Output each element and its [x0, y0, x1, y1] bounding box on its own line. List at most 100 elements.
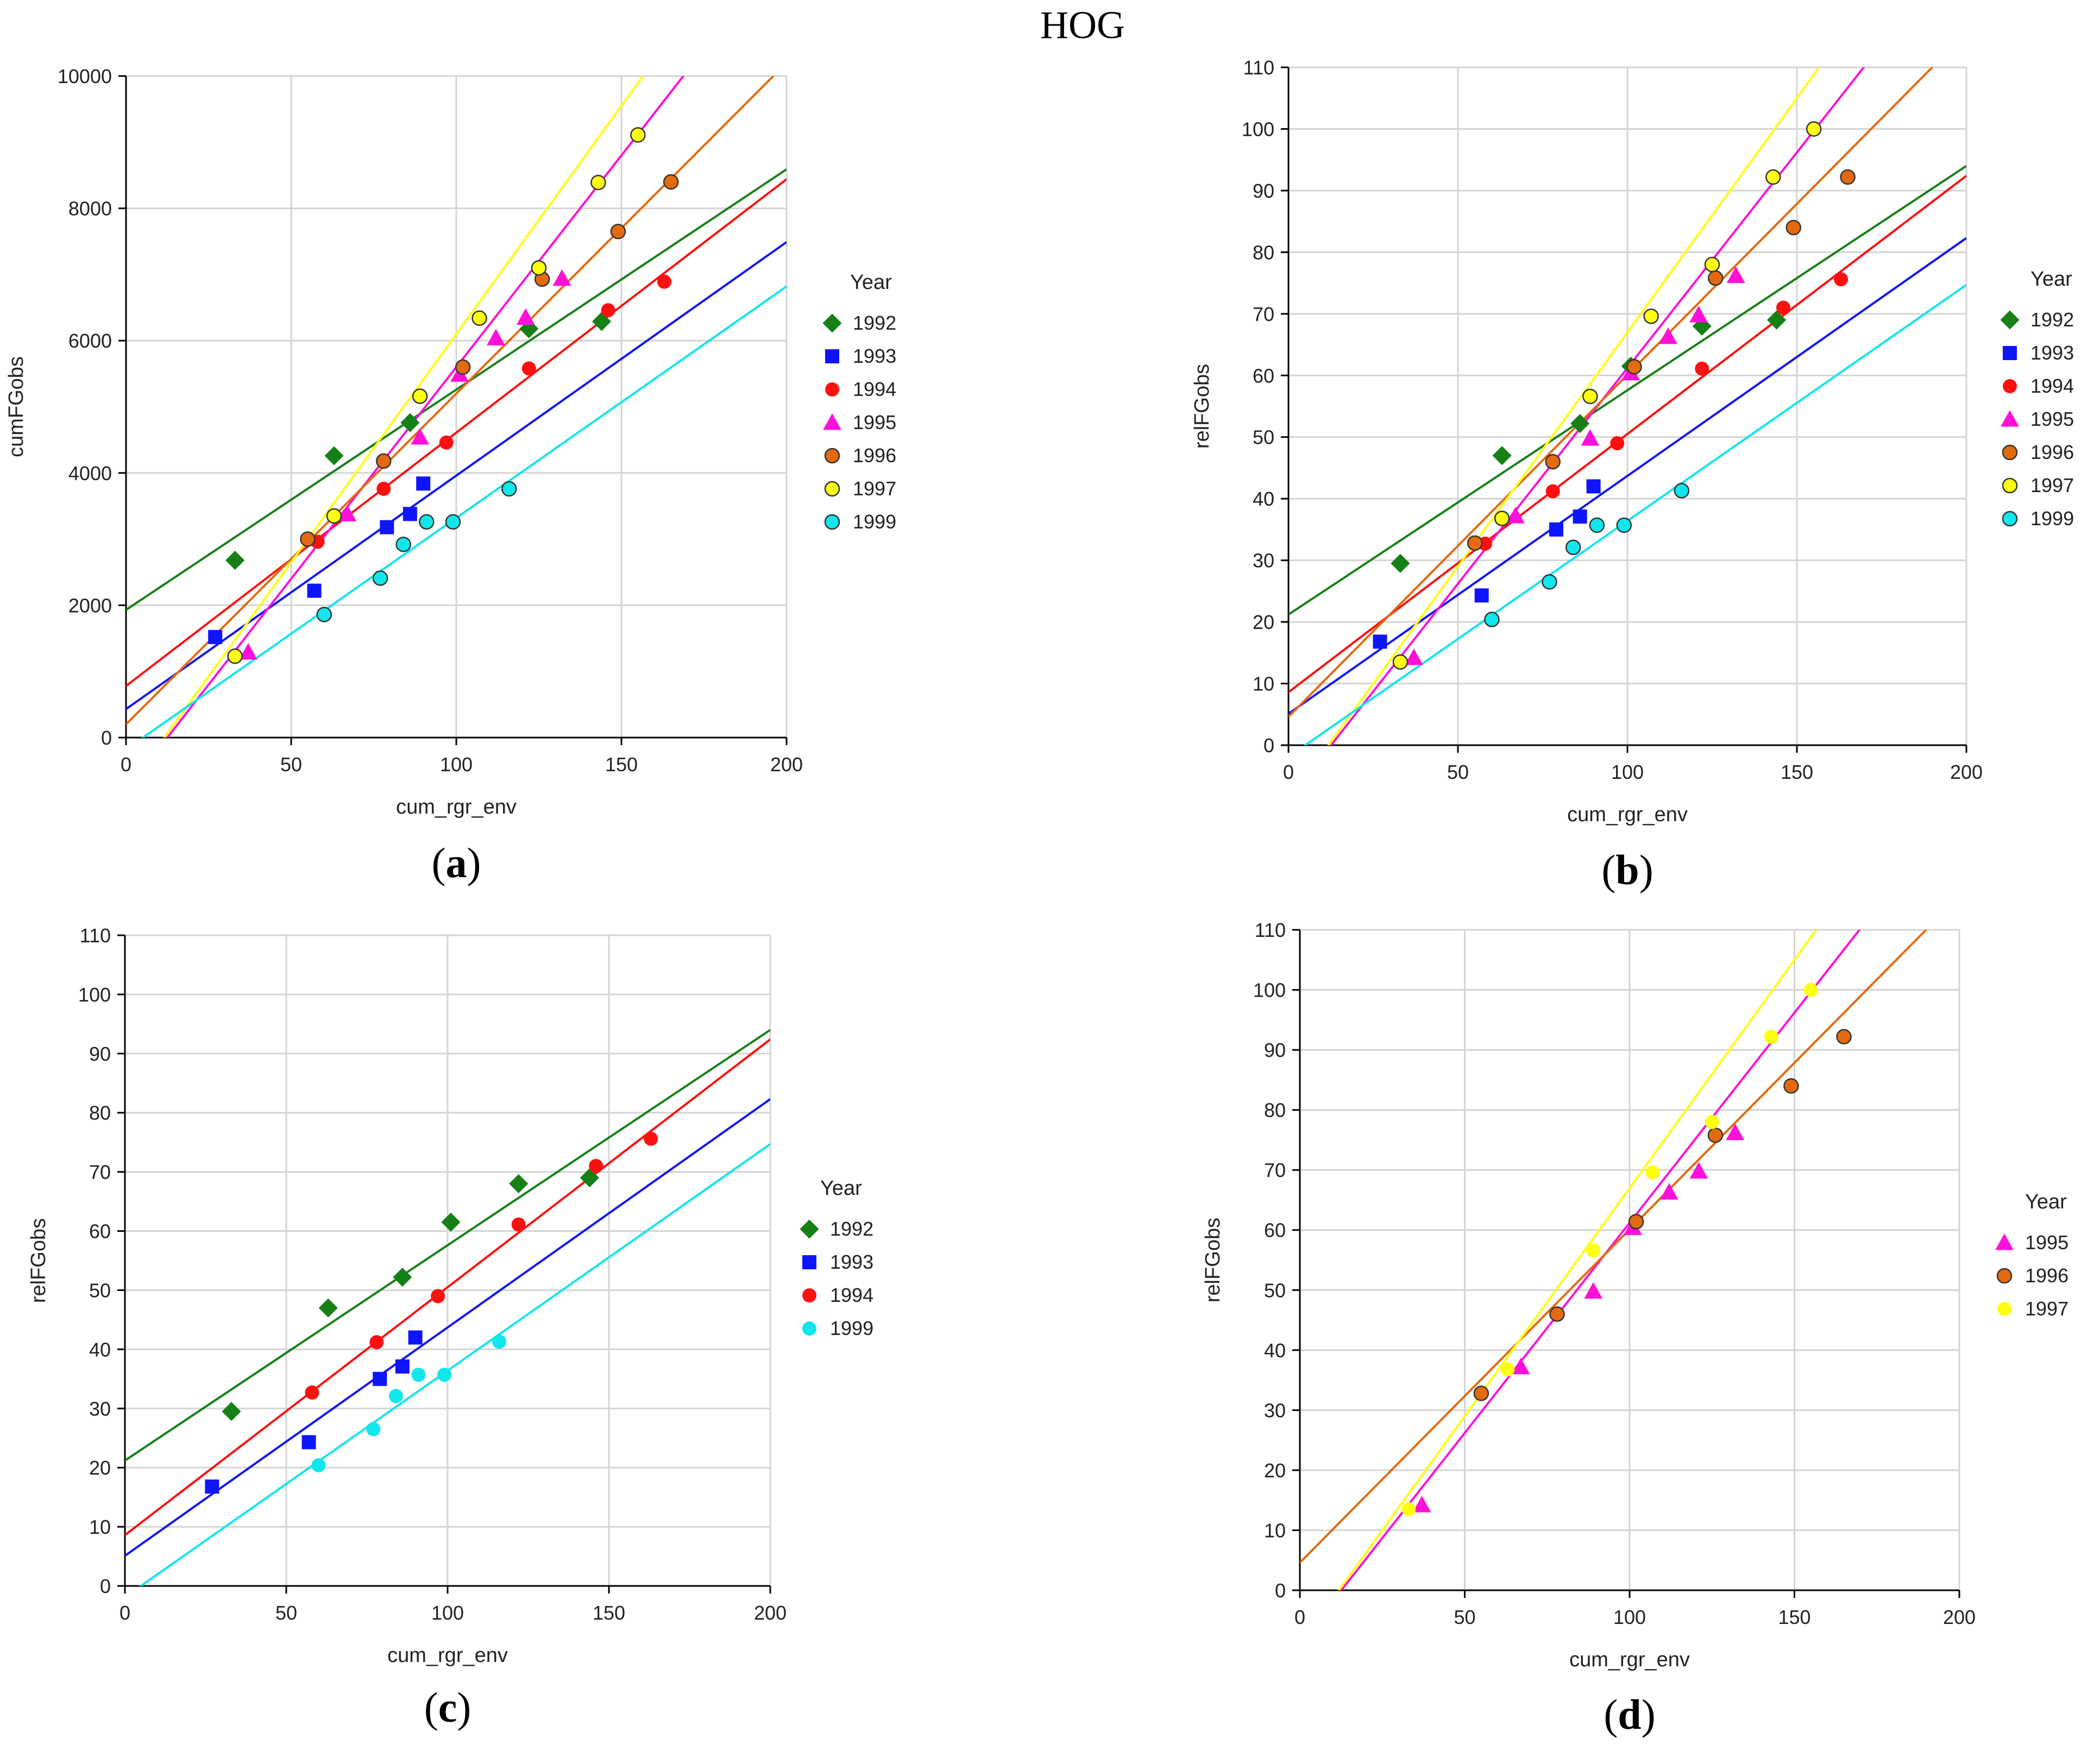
y-tick-label: 30: [1264, 1399, 1286, 1421]
legend-marker-1992: [2000, 310, 2020, 330]
legend-marker-1992: [800, 1219, 819, 1239]
data-point-1993: [395, 1359, 410, 1374]
panel-label: (c): [424, 1684, 471, 1731]
data-point-1994: [1776, 300, 1791, 315]
data-point-1995: [1506, 507, 1525, 524]
y-tick-label: 70: [1253, 303, 1274, 325]
panel-label: (d): [1604, 1691, 1655, 1738]
legend-marker-1993: [802, 1255, 816, 1269]
legend-label-1997: 1997: [853, 477, 896, 500]
legend-title: Year: [2025, 1191, 2067, 1213]
y-tick-label: 20: [1264, 1459, 1286, 1482]
x-tick-label: 50: [280, 753, 302, 776]
data-point-1993: [1373, 634, 1387, 649]
data-point-1996: [1628, 1214, 1644, 1230]
data-point-1995: [1658, 327, 1677, 344]
data-point-1997: [590, 174, 606, 191]
y-tick-label: 0: [101, 727, 112, 749]
data-point-1995: [487, 329, 505, 345]
data-point-1994: [657, 274, 672, 289]
fit-line-1993: [126, 241, 787, 710]
series-1993: [208, 476, 431, 644]
data-point-1996: [1545, 454, 1561, 470]
y-tick-label: 50: [1264, 1279, 1286, 1301]
data-point-1993: [208, 629, 223, 644]
series-1996: [1467, 169, 1856, 551]
series-1993: [1373, 479, 1601, 649]
y-tick-label: 50: [89, 1279, 111, 1301]
y-tick-label: 80: [1264, 1099, 1286, 1122]
data-point-1994: [601, 303, 615, 318]
y-tick-label: 8000: [68, 198, 112, 220]
data-point-1992: [318, 1298, 338, 1318]
data-point-1999: [388, 1389, 403, 1403]
y-tick-label: 70: [89, 1161, 111, 1183]
data-point-1996: [1783, 1078, 1799, 1094]
data-point-1994: [431, 1289, 445, 1304]
fit-line-1992: [1288, 165, 1966, 616]
legend-label-1999: 1999: [830, 1317, 873, 1339]
legend-label-1997: 1997: [2030, 474, 2074, 496]
data-point-1996: [1467, 535, 1483, 551]
series-1997: [227, 127, 646, 664]
data-point-1997: [412, 388, 428, 404]
legend-label-1993: 1993: [853, 345, 896, 367]
x-tick-label: 100: [440, 753, 473, 776]
y-tick-label: 60: [1253, 364, 1274, 387]
x-tick-label: 150: [1778, 1606, 1810, 1628]
legend-label-1996: 1996: [2025, 1264, 2068, 1287]
legend-marker-1996: [824, 448, 840, 464]
data-point-1995: [516, 308, 535, 325]
data-point-1993: [373, 1371, 387, 1386]
data-point-1994: [511, 1217, 526, 1232]
data-point-1997: [1500, 1362, 1515, 1377]
data-point-1996: [375, 453, 392, 469]
x-axis-label: cum_rgr_env: [1569, 1648, 1690, 1671]
series-1994: [305, 1131, 658, 1400]
data-point-1997: [1645, 1165, 1660, 1180]
data-point-1994: [1834, 272, 1848, 287]
legend-title: Year: [850, 271, 892, 294]
y-tick-label: 90: [1253, 180, 1274, 202]
data-point-1999: [1616, 517, 1632, 533]
fit-line-1996: [126, 76, 775, 726]
data-point-1995: [338, 505, 357, 521]
legend-marker-1997: [1997, 1302, 2011, 1316]
data-point-1992: [519, 319, 539, 338]
series-1995: [239, 269, 571, 660]
data-point-1999: [445, 514, 461, 530]
data-point-1995: [1584, 1282, 1603, 1299]
data-point-1997: [1764, 1029, 1779, 1044]
x-axis-label: cum_rgr_env: [396, 796, 517, 818]
data-point-1996: [1549, 1306, 1565, 1322]
y-tick-label: 40: [89, 1338, 111, 1361]
fit-line-1992: [126, 168, 787, 611]
series-1994: [310, 274, 672, 549]
legend-marker-1996: [2002, 444, 2018, 461]
data-point-1992: [509, 1174, 529, 1193]
legend-marker-1995: [2001, 410, 2019, 427]
legend-marker-1993: [2003, 346, 2017, 360]
data-point-1999: [1565, 539, 1581, 556]
series-1996: [300, 174, 679, 547]
data-point-1999: [419, 514, 435, 530]
x-tick-label: 200: [1943, 1606, 1976, 1628]
data-point-1996: [455, 359, 471, 375]
data-point-1999: [395, 537, 411, 552]
data-point-1999: [316, 607, 332, 622]
x-tick-label: 100: [1611, 761, 1644, 783]
legend-marker-1995: [823, 413, 841, 430]
y-tick-label: 2000: [68, 594, 112, 616]
data-point-1999: [1542, 574, 1557, 590]
fit-line-1994: [125, 1038, 770, 1536]
data-point-1995: [1689, 1162, 1708, 1179]
data-point-1999: [492, 1334, 507, 1349]
data-point-1997: [471, 310, 487, 326]
y-tick-label: 10: [1253, 673, 1274, 695]
x-tick-label: 0: [1294, 1606, 1305, 1628]
y-tick-label: 110: [1243, 56, 1274, 79]
data-point-1997: [1392, 654, 1409, 670]
legend-marker-1994: [825, 382, 839, 396]
legend-label-1992: 1992: [853, 312, 896, 334]
y-tick-label: 90: [1264, 1039, 1286, 1061]
